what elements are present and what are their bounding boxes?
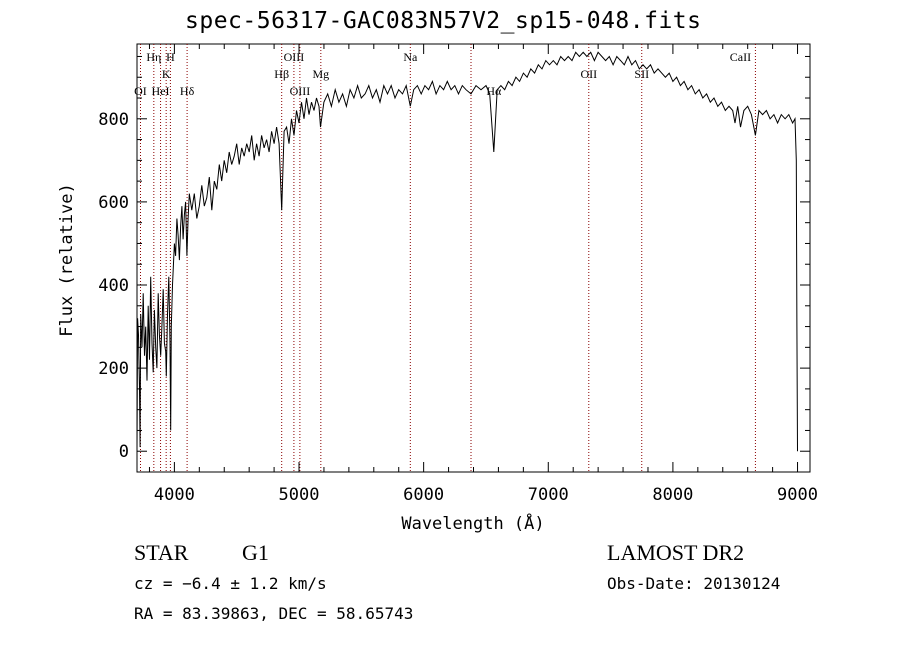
x-axis-ticks: 4000 5000 6000 7000 8000 9000	[148, 44, 818, 505]
obs-date: Obs-Date: 20130124	[607, 574, 781, 593]
line-annotation: OIII	[284, 50, 305, 64]
y-tick-label: 400	[98, 276, 129, 296]
x-tick-label: 6000	[403, 485, 444, 505]
survey-name: LAMOST DR2	[607, 540, 745, 565]
ra-dec: RA = 83.39863, DEC = 58.65743	[134, 604, 414, 623]
line-annotation: Hβ	[274, 67, 289, 81]
y-tick-label: 600	[98, 193, 129, 213]
line-annotation: Hδ	[180, 84, 195, 98]
x-tick-label: 5000	[279, 485, 320, 505]
x-tick-label: 8000	[652, 485, 693, 505]
line-annotation: Mg	[312, 67, 329, 81]
spectrum-line	[136, 51, 798, 452]
line-annotation: OI	[134, 84, 147, 98]
line-annotation: SII	[634, 67, 649, 81]
object-subclass: G1	[242, 540, 269, 565]
y-axis-ticks: 0 200 400 600 800	[98, 55, 810, 462]
line-annotation: OIII	[290, 84, 311, 98]
line-annotation: Hα	[486, 84, 502, 98]
line-annotation: OII	[580, 67, 597, 81]
line-annotation: H	[166, 50, 175, 64]
redshift-info: cz = −6.4 ± 1.2 km/s	[134, 574, 327, 593]
plot-frame	[136, 43, 811, 473]
y-tick-label: 800	[98, 110, 129, 130]
x-tick-label: 9000	[777, 485, 818, 505]
line-annotation: K	[162, 67, 171, 81]
line-annotation: HeI	[152, 84, 170, 98]
x-axis-label: Wavelength (Å)	[401, 512, 544, 534]
line-markers	[139, 44, 756, 472]
y-tick-label: 200	[98, 359, 129, 379]
line-annotation: CaII	[730, 50, 751, 64]
object-class: STAR	[134, 540, 189, 565]
line-annotation: Na	[403, 50, 418, 64]
x-tick-label: 7000	[528, 485, 569, 505]
line-annotation: Hη	[146, 50, 161, 64]
y-axis-label: Flux (relative)	[57, 183, 77, 337]
chart-title: spec-56317-GAC083N57V2_sp15-048.fits	[185, 8, 702, 34]
x-tick-label: 4000	[154, 485, 195, 505]
y-tick-label: 0	[119, 442, 129, 462]
